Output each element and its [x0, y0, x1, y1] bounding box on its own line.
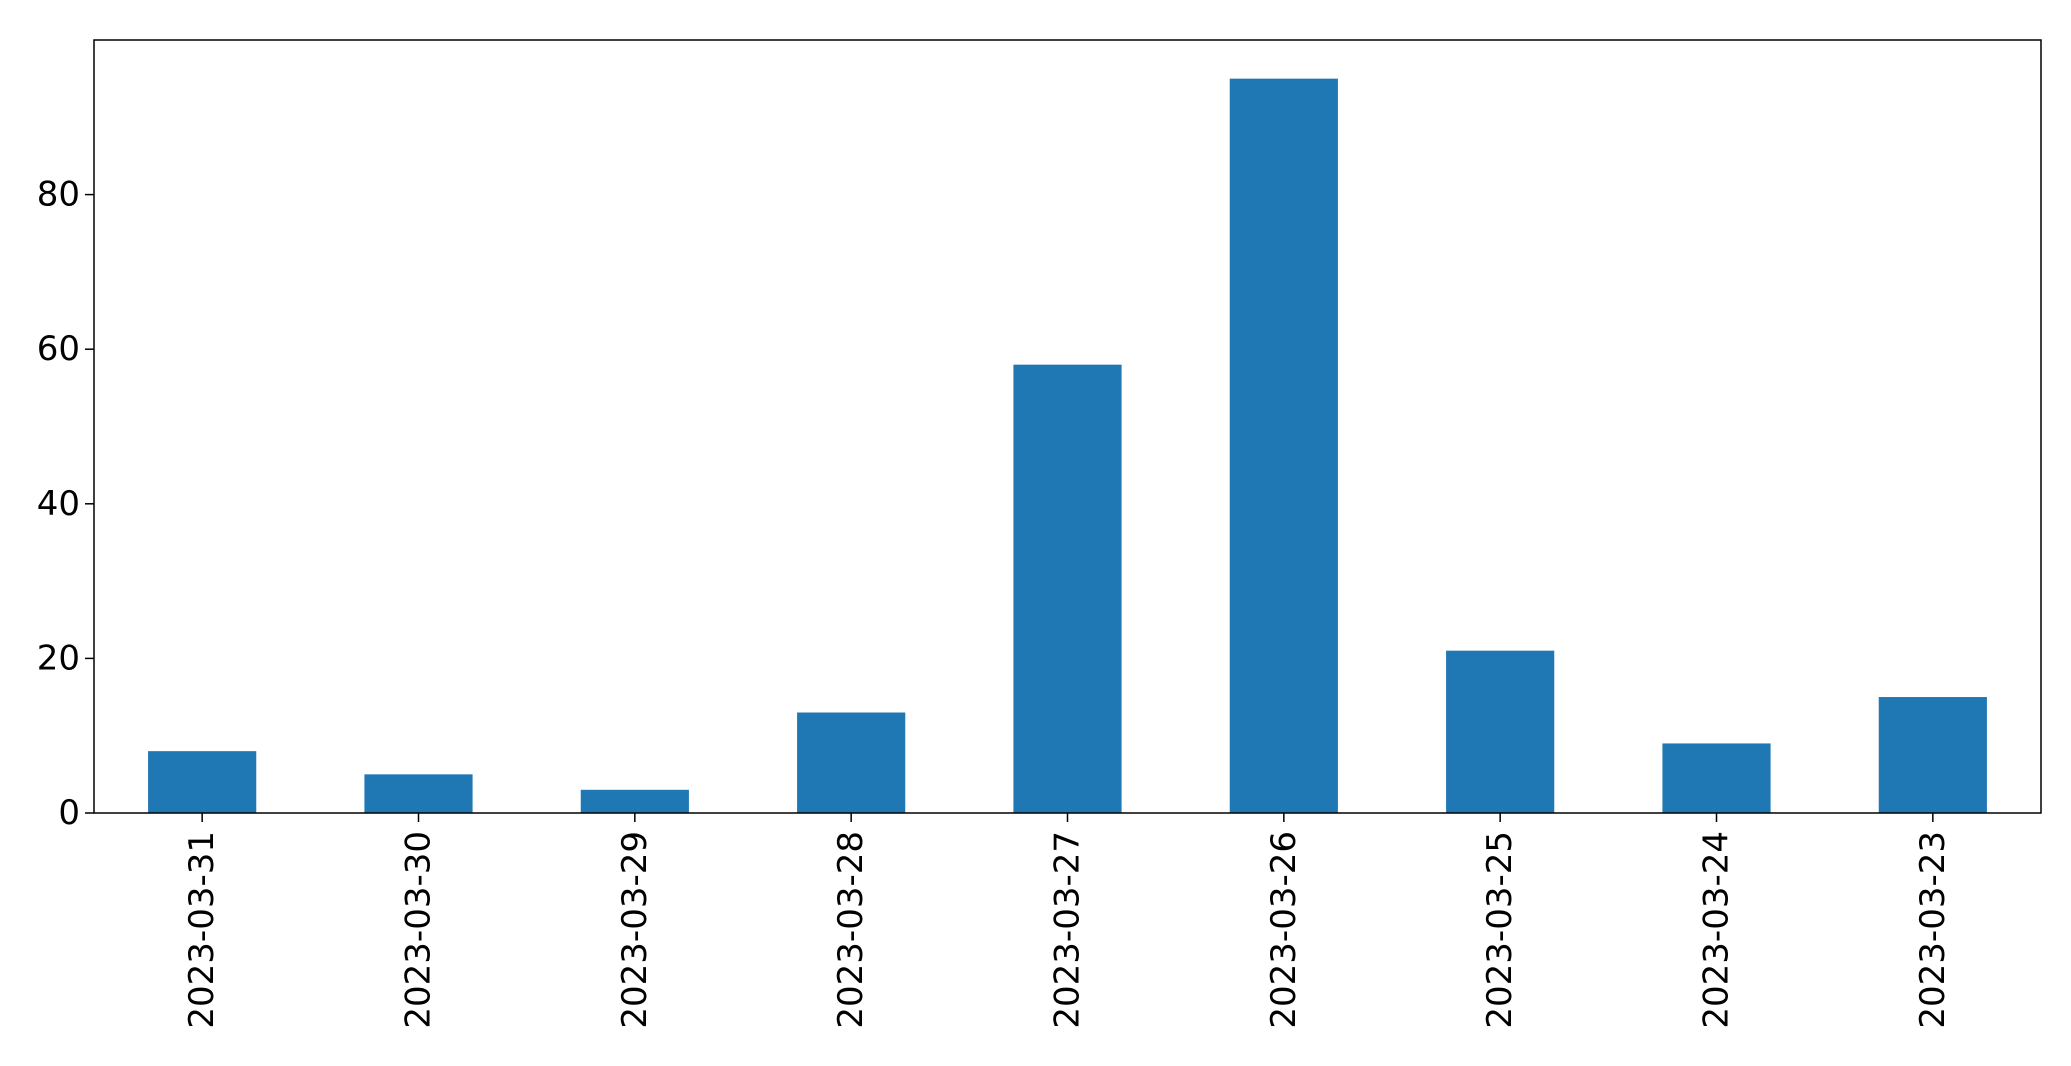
- plot-frame: [93, 39, 2042, 814]
- bars-layer: [148, 78, 1987, 813]
- x-tick-label: 2023-03-23: [1913, 831, 1953, 1029]
- y-tick-label: 0: [58, 793, 80, 833]
- x-tick-label: 2023-03-27: [1048, 831, 1088, 1029]
- y-tick-label: 20: [37, 638, 80, 678]
- y-tick-label: 80: [37, 175, 80, 215]
- bar-2023-03-28: [797, 712, 906, 813]
- x-tick-label: 2023-03-25: [1480, 831, 1520, 1029]
- y-axis: 0 20 40 60 80: [37, 175, 94, 833]
- x-tick-label: 2023-03-24: [1697, 831, 1737, 1029]
- bar-2023-03-29: [580, 789, 689, 813]
- bar-2023-03-27: [1013, 364, 1122, 813]
- bar-2023-03-30: [364, 774, 473, 813]
- x-tick-label: 2023-03-31: [182, 831, 222, 1029]
- x-axis: 2023-03-31 2023-03-30 2023-03-29 2023-03-28…: [182, 813, 1953, 1029]
- bar-2023-03-23: [1878, 697, 1987, 813]
- bar-2023-03-26: [1229, 78, 1338, 813]
- y-tick-label: 60: [37, 329, 80, 369]
- x-tick-label: 2023-03-30: [399, 831, 439, 1029]
- x-tick-label: 2023-03-28: [831, 831, 871, 1029]
- x-tick-label: 2023-03-29: [615, 831, 655, 1029]
- x-tick-label: 2023-03-26: [1264, 831, 1304, 1029]
- bar-2023-03-31: [148, 751, 257, 813]
- bar-2023-03-25: [1446, 650, 1555, 813]
- y-tick-label: 40: [37, 484, 80, 524]
- bar-2023-03-24: [1662, 743, 1771, 813]
